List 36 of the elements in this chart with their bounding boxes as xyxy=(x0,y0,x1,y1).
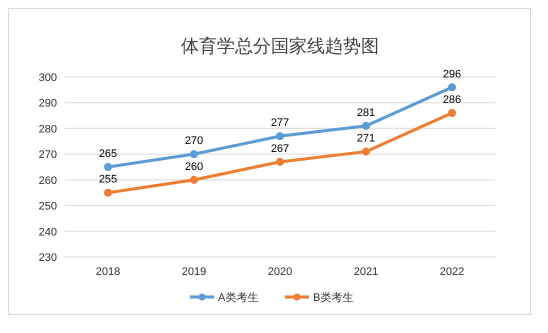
data-label: 255 xyxy=(98,174,118,186)
data-label: 267 xyxy=(270,142,290,155)
data-label: 296 xyxy=(442,68,462,80)
chart-title: 体育学总分国家线趋势图 xyxy=(181,36,379,56)
x-tick-label: 2021 xyxy=(354,266,378,278)
data-label: 265 xyxy=(98,148,118,160)
point xyxy=(362,148,370,156)
legend-label: A类考生 xyxy=(218,291,258,304)
y-tick-label: 270 xyxy=(38,149,57,162)
point xyxy=(362,122,370,130)
point xyxy=(448,83,456,92)
point xyxy=(190,150,198,158)
y-tick-label: 230 xyxy=(38,252,57,264)
y-tick-label: 280 xyxy=(38,123,57,136)
point xyxy=(448,109,456,117)
y-tick-label: 260 xyxy=(38,174,57,187)
point xyxy=(190,176,198,184)
data-label: 270 xyxy=(184,135,204,148)
point xyxy=(276,132,284,140)
x-tick-label: 2019 xyxy=(182,266,206,278)
data-label: 271 xyxy=(356,132,376,145)
legend-label: B类考生 xyxy=(313,291,354,304)
x-tick-label: 2022 xyxy=(440,266,464,278)
y-tick-label: 300 xyxy=(38,72,57,84)
x-tick-label: 2018 xyxy=(96,266,120,278)
y-tick-label: 250 xyxy=(38,200,57,213)
y-tick-label: 240 xyxy=(38,226,57,238)
data-label: 281 xyxy=(356,106,376,119)
data-label: 260 xyxy=(184,160,204,173)
point xyxy=(104,163,112,171)
y-tick-label: 290 xyxy=(38,98,57,110)
point xyxy=(104,188,112,197)
data-label: 286 xyxy=(442,94,462,106)
data-label: 277 xyxy=(270,117,290,130)
point xyxy=(276,158,284,166)
x-tick-label: 2020 xyxy=(268,266,292,278)
